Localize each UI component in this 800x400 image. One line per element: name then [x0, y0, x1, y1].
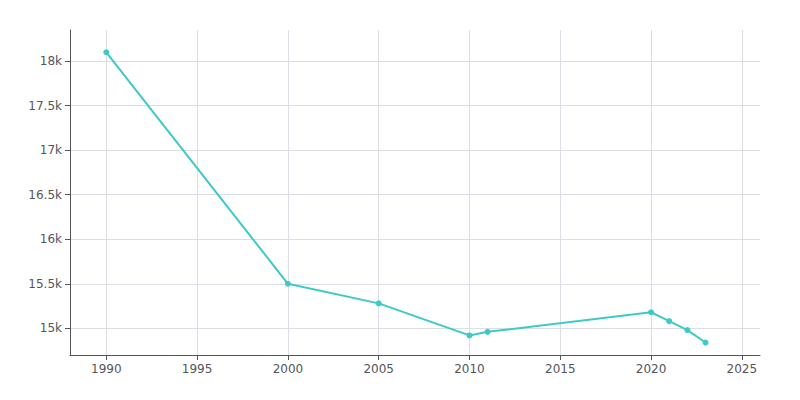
- svg-text:15k: 15k: [40, 321, 62, 335]
- svg-text:17k: 17k: [40, 143, 62, 157]
- svg-text:2005: 2005: [363, 362, 394, 376]
- svg-text:15.5k: 15.5k: [28, 277, 62, 291]
- svg-text:16k: 16k: [40, 232, 62, 246]
- svg-text:1990: 1990: [91, 362, 122, 376]
- svg-text:2000: 2000: [273, 362, 304, 376]
- svg-text:2010: 2010: [454, 362, 485, 376]
- svg-text:16.5k: 16.5k: [28, 188, 62, 202]
- svg-text:2025: 2025: [727, 362, 758, 376]
- svg-text:1995: 1995: [182, 362, 213, 376]
- svg-text:2015: 2015: [545, 362, 576, 376]
- svg-text:18k: 18k: [40, 54, 62, 68]
- svg-text:2020: 2020: [636, 362, 667, 376]
- svg-text:17.5k: 17.5k: [28, 99, 62, 113]
